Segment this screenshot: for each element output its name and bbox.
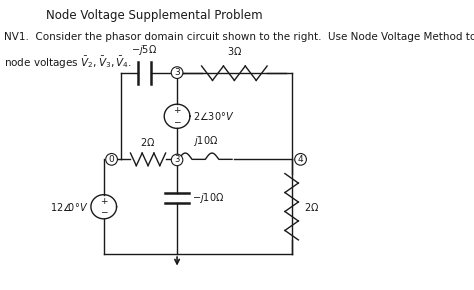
Text: 0: 0 <box>109 155 114 164</box>
Text: $3\Omega$: $3\Omega$ <box>227 46 242 57</box>
Text: NV1.  Consider the phasor domain circuit shown to the right.  Use Node Voltage M: NV1. Consider the phasor domain circuit … <box>4 32 474 41</box>
Text: 4: 4 <box>298 155 303 164</box>
Text: Node Voltage Supplemental Problem: Node Voltage Supplemental Problem <box>46 9 263 21</box>
Text: $2\Omega$: $2\Omega$ <box>304 201 319 213</box>
Text: $-j10\Omega$: $-j10\Omega$ <box>192 191 225 205</box>
Text: −: − <box>100 208 108 217</box>
Text: $2\angle 30°V$: $2\angle 30°V$ <box>193 110 235 122</box>
Text: $2\Omega$: $2\Omega$ <box>140 136 155 148</box>
Text: $j10\Omega$: $j10\Omega$ <box>193 134 218 148</box>
Text: −: − <box>173 117 181 126</box>
Text: +: + <box>100 197 108 206</box>
Text: +: + <box>173 106 181 115</box>
Text: node voltages $\bar{V}_2, \bar{V}_3, \bar{V}_4$.: node voltages $\bar{V}_2, \bar{V}_3, \ba… <box>4 55 132 71</box>
Text: 3: 3 <box>174 155 180 164</box>
Text: $-j5\Omega$: $-j5\Omega$ <box>131 44 157 57</box>
Text: $12\angle\!\!0° V$: $12\angle\!\!0° V$ <box>50 201 88 213</box>
Text: 3: 3 <box>174 68 180 77</box>
